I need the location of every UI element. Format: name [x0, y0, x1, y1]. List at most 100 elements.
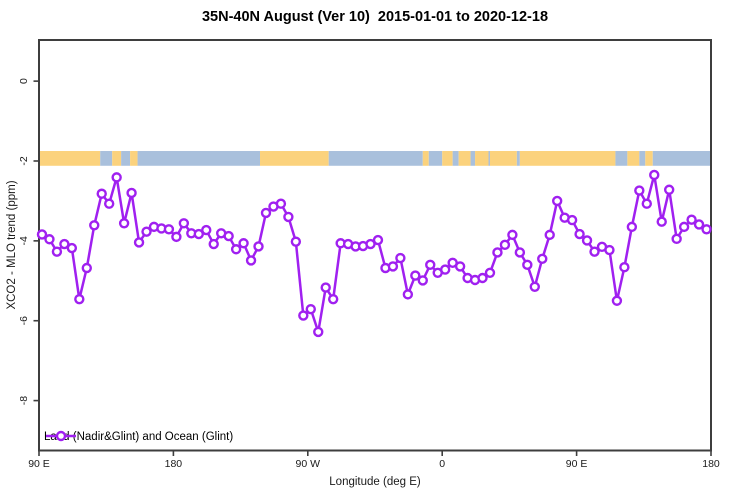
data-point: [410, 270, 421, 281]
surface-band-ocean: [516, 151, 520, 166]
data-point: [44, 234, 55, 245]
x-tick-label: 0: [439, 458, 445, 470]
data-point: [253, 241, 264, 252]
data-point: [551, 195, 563, 207]
surface-band-land: [627, 151, 640, 166]
data-point: [507, 229, 518, 241]
data-point: [701, 224, 712, 235]
data-point: [103, 198, 115, 209]
surface-band-ocean: [121, 151, 131, 166]
data-point: [671, 233, 682, 245]
surface-band-ocean: [652, 151, 711, 166]
data-point: [313, 326, 324, 338]
data-point: [238, 238, 249, 249]
data-point: [678, 221, 690, 233]
data-point: [51, 246, 63, 257]
y-tick-label: -2: [18, 156, 30, 165]
plot-frame: [38, 39, 712, 452]
data-point: [454, 261, 466, 272]
data-point: [604, 244, 615, 256]
data-point: [245, 255, 257, 266]
data-point: [74, 293, 85, 305]
x-tick-label: 90 E: [28, 458, 50, 470]
data-point: [574, 228, 585, 240]
y-tick-label: -6: [18, 316, 30, 325]
data-point: [178, 218, 190, 229]
surface-band-land: [519, 151, 616, 166]
x-axis-title: Longitude (deg E): [329, 476, 421, 488]
data-point: [118, 218, 130, 229]
legend: Land (Nadir&Glint) and Ocean (Glint): [44, 429, 233, 445]
data-point: [492, 247, 503, 258]
data-point: [66, 242, 78, 254]
surface-band-land: [442, 151, 453, 166]
data-point: [589, 246, 600, 257]
data-point: [327, 293, 339, 305]
data-point: [298, 310, 309, 321]
surface-band-land: [39, 151, 101, 166]
data-point: [208, 238, 219, 250]
data-point: [686, 214, 697, 225]
data-point: [477, 272, 488, 284]
data-point: [81, 262, 92, 274]
surface-band-land: [112, 151, 122, 166]
data-point: [96, 188, 107, 199]
data-point: [402, 289, 414, 300]
data-point: [193, 228, 204, 240]
surface-band-land: [458, 151, 471, 166]
y-tick-label: -8: [18, 396, 30, 405]
data-point: [201, 224, 212, 236]
legend-marker-icon: [46, 430, 76, 442]
data-point: [649, 169, 660, 181]
data-point: [439, 264, 451, 275]
data-point: [656, 216, 667, 227]
surface-band-land: [489, 151, 517, 166]
data-point: [663, 184, 675, 195]
data-point: [111, 172, 122, 183]
surface-band-ocean: [137, 151, 261, 166]
data-point: [566, 214, 578, 226]
y-tick-label: 0: [18, 78, 30, 84]
surface-band-land: [130, 151, 138, 166]
x-tick-label: 90 W: [296, 458, 321, 470]
surface-band-land: [422, 151, 429, 166]
data-point: [529, 281, 540, 292]
surface-band-ocean: [615, 151, 628, 166]
data-point: [514, 247, 526, 258]
data-point: [230, 244, 242, 255]
surface-band-ocean: [639, 151, 646, 166]
data-point: [320, 282, 331, 293]
surface-band-ocean: [100, 151, 113, 166]
data-point: [133, 237, 145, 248]
data-point: [275, 198, 287, 209]
chart-title: 35N-40N August (Ver 10) 2015-01-01 to 20…: [201, 9, 549, 25]
data-point: [693, 219, 705, 230]
data-point: [387, 261, 399, 272]
data-point: [59, 238, 70, 250]
data-point: [537, 253, 548, 265]
surface-band-ocean: [488, 151, 490, 166]
data-point: [171, 231, 182, 243]
surface-band-ocean: [328, 151, 423, 166]
data-point: [89, 220, 100, 231]
surface-band-ocean: [428, 151, 443, 166]
x-tick-label: 180: [165, 458, 183, 470]
data-point: [619, 262, 630, 273]
data-point: [611, 295, 623, 306]
data-point: [126, 187, 137, 199]
surface-band-land: [645, 151, 653, 166]
data-point: [499, 239, 511, 251]
data-point: [223, 230, 234, 242]
x-tick-label: 180: [702, 458, 720, 470]
data-point: [581, 235, 593, 246]
data-point: [395, 252, 406, 264]
data-point: [260, 207, 272, 219]
data-point: [36, 229, 48, 240]
data-point: [283, 211, 294, 223]
data-point: [626, 221, 638, 233]
data-point: [163, 224, 175, 235]
data-point: [417, 275, 428, 286]
data-point: [372, 234, 384, 246]
